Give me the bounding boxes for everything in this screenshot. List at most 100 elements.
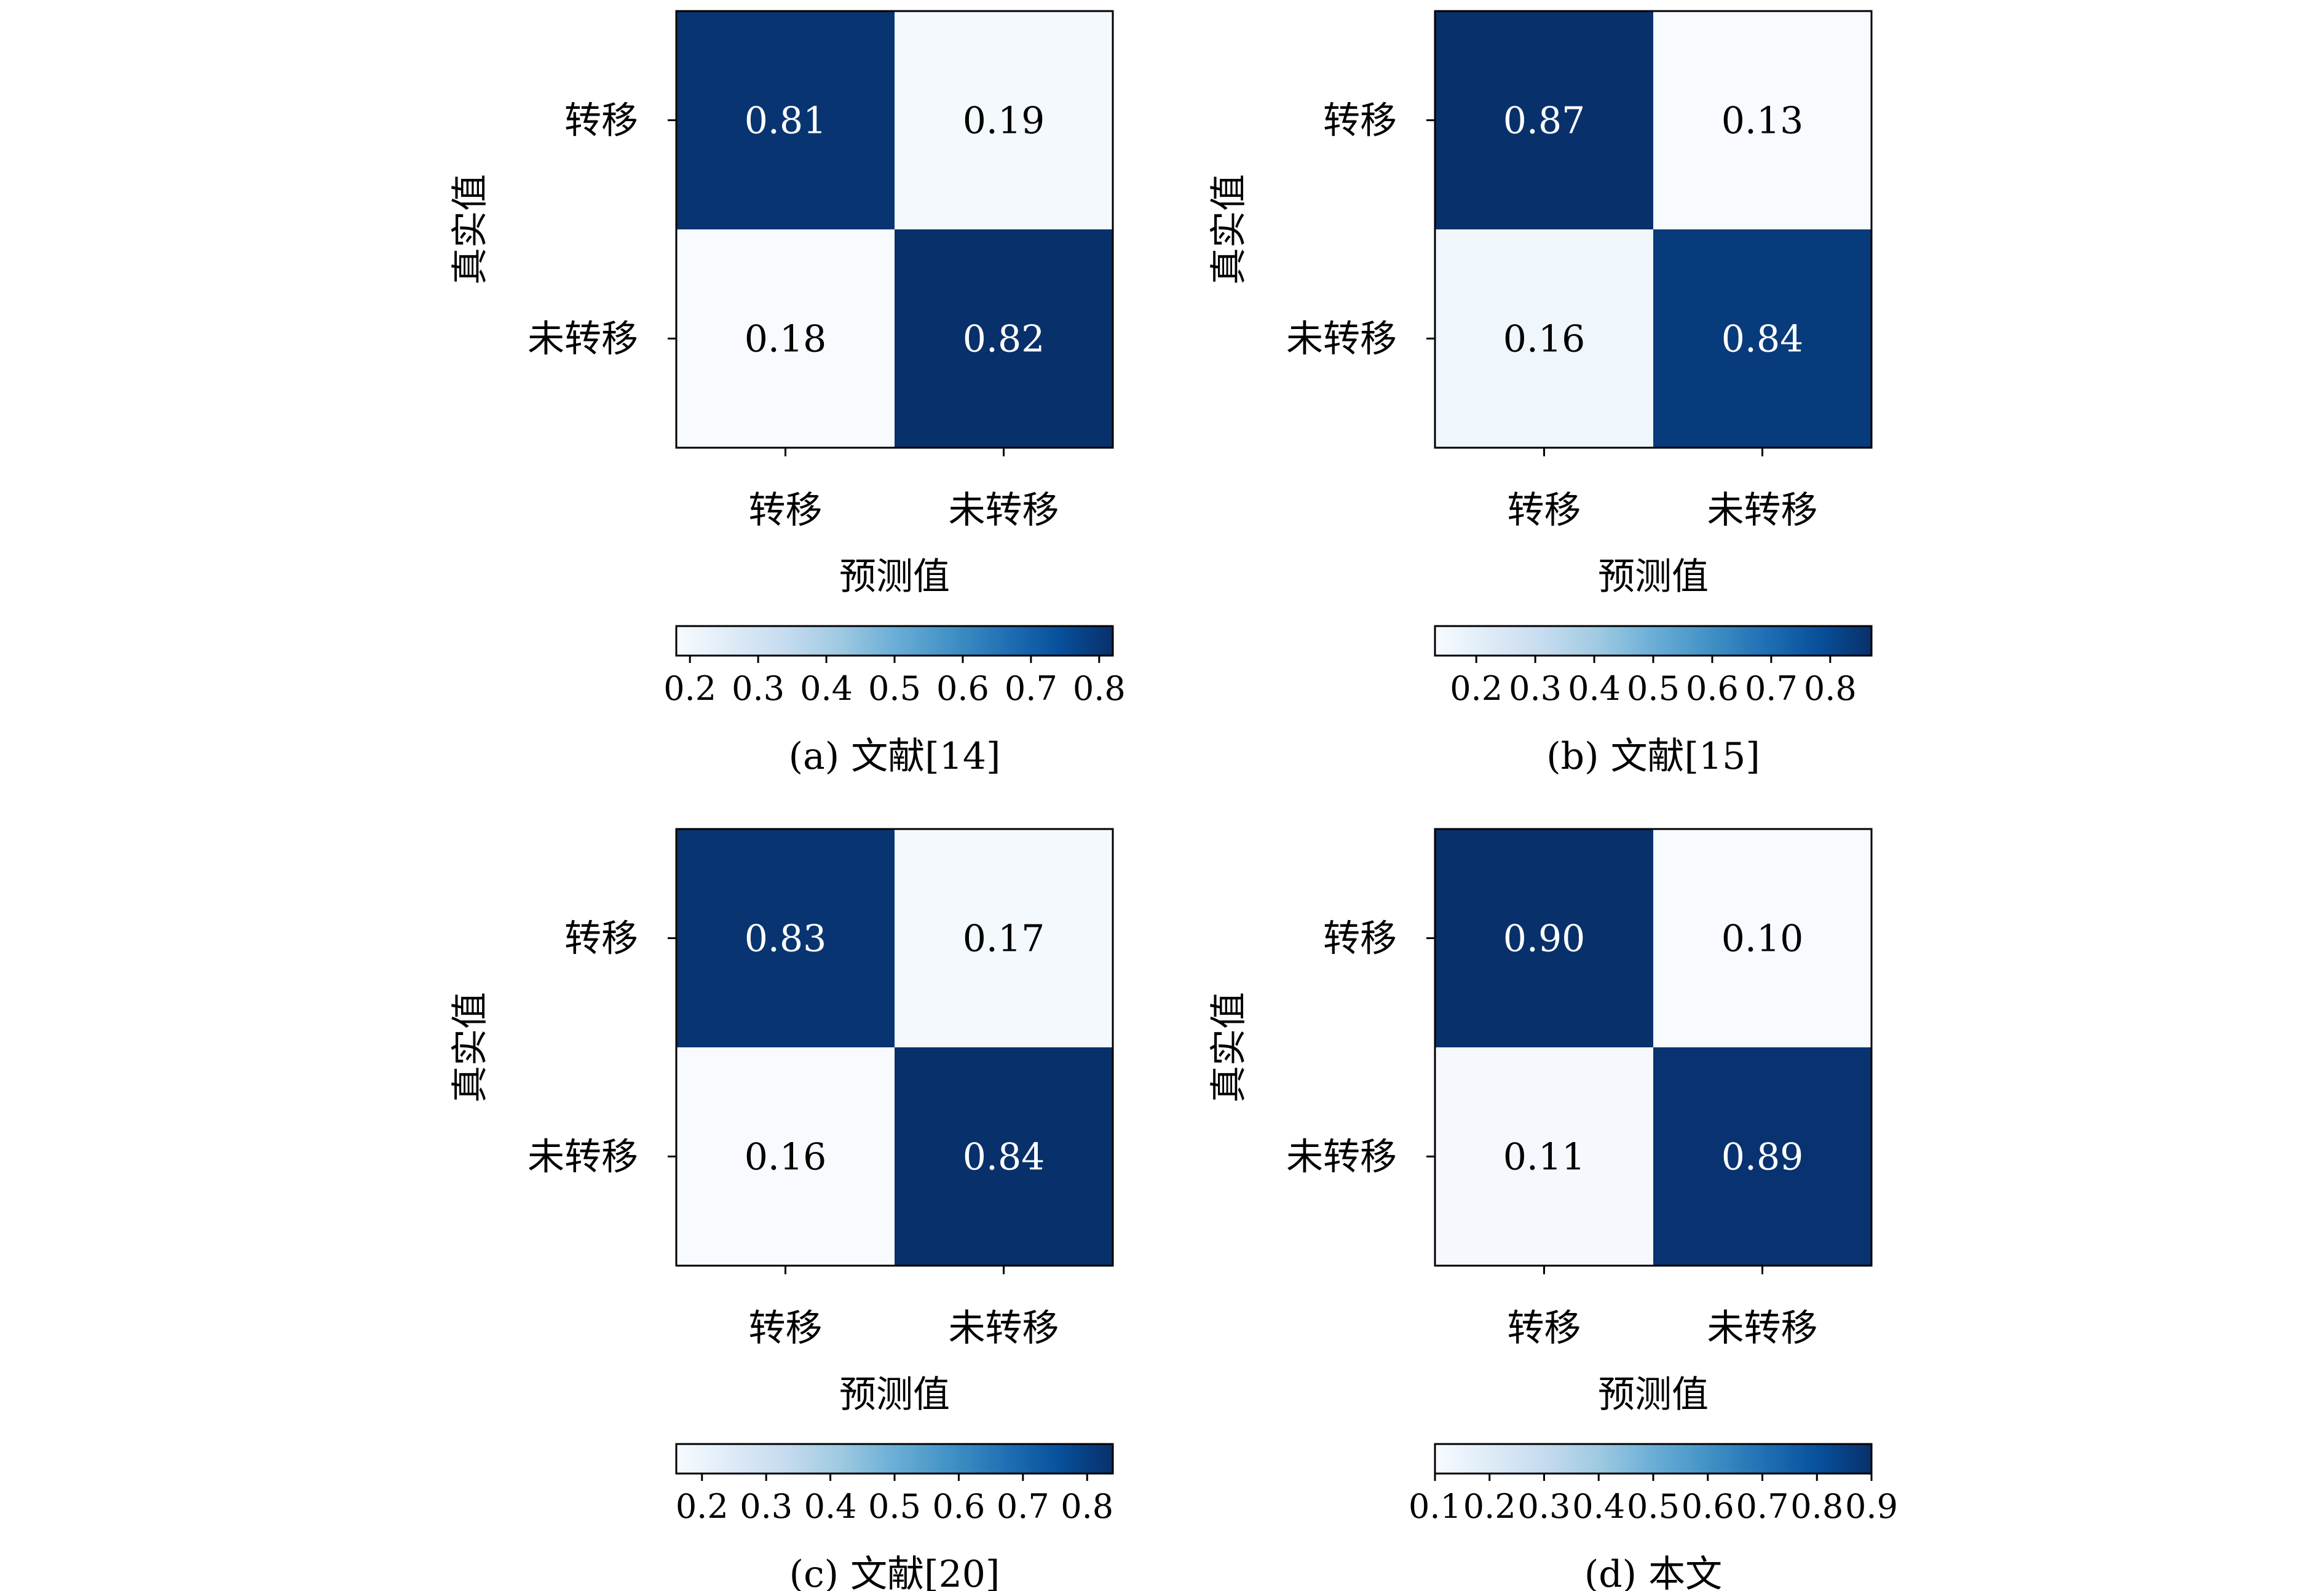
colorbar-tick-label: 0.5 <box>1627 669 1680 708</box>
colorbar-tick-label: 0.6 <box>936 669 989 708</box>
matrix-cell-1-0 <box>1435 1047 1653 1266</box>
colorbar-tick-label: 0.2 <box>1463 1487 1516 1526</box>
x-axis-label: 预测值 <box>1598 1373 1709 1416</box>
panel-caption: (b) 文献[15] <box>1546 735 1760 778</box>
cell-value-label: 0.82 <box>963 318 1045 361</box>
colorbar-tick-label: 0.5 <box>868 669 921 708</box>
colorbar-tick-label: 0.2 <box>1450 669 1503 708</box>
colorbar-tick-label: 0.3 <box>1518 1487 1571 1526</box>
matrix-frame <box>1434 828 1873 1267</box>
colorbar-tick-label: 0.6 <box>1686 669 1739 708</box>
colorbar-tick-label: 0.7 <box>997 1487 1049 1526</box>
matrix-cell-1-1 <box>895 229 1113 448</box>
colorbar-gradient <box>1435 626 1871 656</box>
matrix-cell-1-0 <box>676 1047 895 1266</box>
y-tick-label: 转移 <box>1323 100 1397 143</box>
matrix-frame <box>675 828 1114 1267</box>
panel-caption: (a) 文献[14] <box>789 735 1001 778</box>
x-tick-label: 未转移 <box>1707 489 1818 532</box>
cell-value-label: 0.81 <box>745 100 827 143</box>
matrix-cell-1-0 <box>1435 229 1653 448</box>
colorbar-tick-label: 0.6 <box>932 1487 985 1526</box>
colorbar-tick-label: 0.5 <box>1627 1487 1680 1526</box>
y-tick-label: 转移 <box>564 100 638 143</box>
matrix-cell-0-1 <box>895 11 1113 229</box>
y-tick-label: 未转移 <box>528 1136 638 1179</box>
colorbar-tick-label: 0.2 <box>663 669 716 708</box>
x-axis-label: 预测值 <box>1598 555 1709 598</box>
colorbar-tick-label: 0.4 <box>800 669 853 708</box>
cell-value-label: 0.84 <box>963 1136 1045 1179</box>
colorbar-tick-label: 0.3 <box>732 669 785 708</box>
colorbar-gradient <box>676 1444 1113 1474</box>
y-axis-label: 真实值 <box>449 992 492 1103</box>
y-axis-label: 真实值 <box>1207 174 1251 285</box>
colorbar-tick-label: 0.4 <box>1568 669 1621 708</box>
matrix-cell-0-0 <box>1435 11 1653 229</box>
colorbar-tick-label: 0.7 <box>1005 669 1057 708</box>
matrix-cell-0-0 <box>1435 829 1653 1047</box>
cell-value-label: 0.83 <box>745 918 827 961</box>
cell-value-label: 0.11 <box>1503 1136 1586 1179</box>
matrix-frame <box>1434 10 1873 449</box>
y-tick-label: 转移 <box>564 918 638 961</box>
colorbar-tick-label: 0.9 <box>1845 1487 1898 1526</box>
colorbar-gradient <box>676 626 1113 656</box>
colorbar-tick-label: 0.7 <box>1745 669 1798 708</box>
cell-value-label: 0.84 <box>1721 318 1804 361</box>
matrix-cell-1-0 <box>676 229 895 448</box>
matrix-cell-0-0 <box>676 829 895 1047</box>
colorbar-tick-label: 0.2 <box>676 1487 729 1526</box>
matrix-cell-0-1 <box>895 829 1113 1047</box>
colorbar-tick-label: 0.6 <box>1682 1487 1734 1526</box>
cell-value-label: 0.19 <box>963 100 1045 143</box>
matrix-cell-1-1 <box>1653 229 1871 448</box>
panel-caption: (d) 本文 <box>1584 1553 1722 1591</box>
cell-value-label: 0.10 <box>1721 918 1804 961</box>
matrix-cell-1-1 <box>895 1047 1113 1266</box>
colorbar-tick-label: 0.3 <box>1509 669 1562 708</box>
x-axis-label: 预测值 <box>839 1373 950 1416</box>
x-tick-label: 转移 <box>749 489 823 532</box>
cell-value-label: 0.90 <box>1503 918 1586 961</box>
colorbar-tick-label: 0.8 <box>1790 1487 1843 1526</box>
colorbar-tick-label: 0.8 <box>1073 669 1126 708</box>
y-axis-label: 真实值 <box>1207 992 1251 1103</box>
y-tick-label: 未转移 <box>528 318 638 361</box>
matrix-cell-1-1 <box>1653 1047 1871 1266</box>
x-tick-label: 未转移 <box>949 489 1059 532</box>
y-tick-label: 未转移 <box>1286 1136 1397 1179</box>
colorbar-gradient <box>1435 1444 1871 1474</box>
cell-value-label: 0.89 <box>1721 1136 1804 1179</box>
x-tick-label: 未转移 <box>1707 1307 1818 1350</box>
colorbar-tick-label: 0.4 <box>804 1487 857 1526</box>
cell-value-label: 0.16 <box>1503 318 1586 361</box>
colorbar-tick-label: 0.8 <box>1061 1487 1113 1526</box>
matrix-cell-0-0 <box>676 11 895 229</box>
colorbar-tick-label: 0.1 <box>1409 1487 1461 1526</box>
cell-value-label: 0.18 <box>745 318 827 361</box>
cell-value-label: 0.16 <box>745 1136 827 1179</box>
y-tick-label: 转移 <box>1323 918 1397 961</box>
cell-value-label: 0.13 <box>1721 100 1804 143</box>
x-tick-label: 转移 <box>1508 1307 1581 1350</box>
y-tick-label: 未转移 <box>1286 318 1397 361</box>
matrix-frame <box>675 10 1114 449</box>
cell-value-label: 0.87 <box>1503 100 1586 143</box>
colorbar-tick-label: 0.7 <box>1736 1487 1789 1526</box>
colorbar-tick-label: 0.5 <box>868 1487 921 1526</box>
matrix-cell-0-1 <box>1653 11 1871 229</box>
cell-value-label: 0.17 <box>963 918 1045 961</box>
colorbar-tick-label: 0.8 <box>1804 669 1857 708</box>
x-tick-label: 未转移 <box>949 1307 1059 1350</box>
y-axis-label: 真实值 <box>449 174 492 285</box>
colorbar-tick-label: 0.4 <box>1572 1487 1625 1526</box>
colorbar-tick-label: 0.3 <box>740 1487 792 1526</box>
matrix-cell-0-1 <box>1653 829 1871 1047</box>
x-tick-label: 转移 <box>1508 489 1581 532</box>
x-axis-label: 预测值 <box>839 555 950 598</box>
